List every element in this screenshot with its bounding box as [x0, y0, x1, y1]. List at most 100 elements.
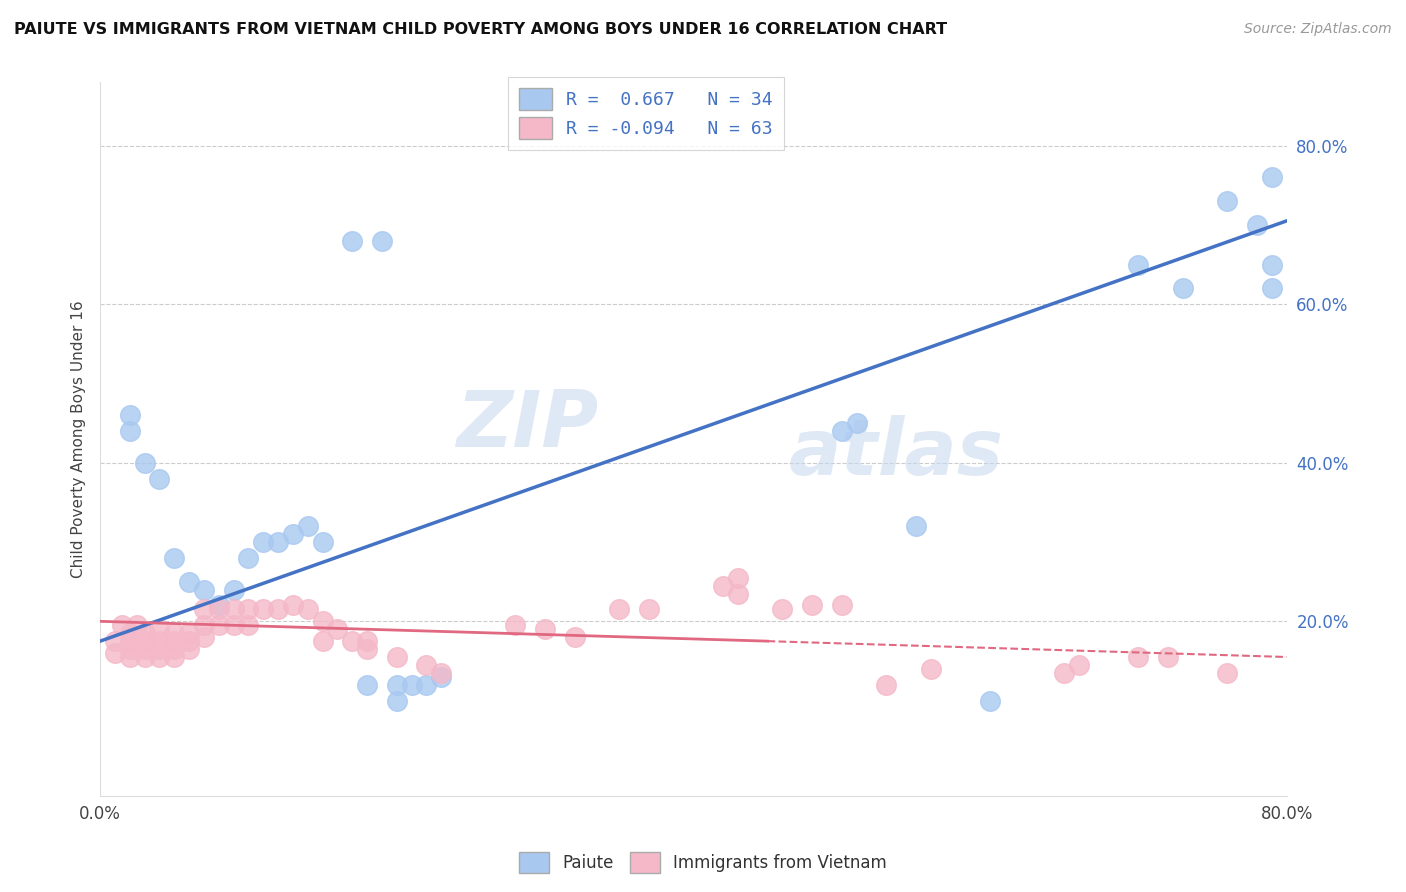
Point — [118, 424, 141, 438]
Point — [238, 618, 260, 632]
Point — [534, 622, 557, 636]
Point — [1261, 170, 1284, 185]
Text: PAIUTE VS IMMIGRANTS FROM VIETNAM CHILD POVERTY AMONG BOYS UNDER 16 CORRELATION : PAIUTE VS IMMIGRANTS FROM VIETNAM CHILD … — [14, 22, 948, 37]
Point — [163, 634, 186, 648]
Point — [163, 626, 186, 640]
Point — [297, 519, 319, 533]
Point — [222, 618, 245, 632]
Point — [979, 693, 1001, 707]
Point — [430, 670, 453, 684]
Point — [208, 602, 231, 616]
Point — [845, 416, 868, 430]
Point — [311, 535, 333, 549]
Point — [267, 602, 290, 616]
Point — [1053, 665, 1076, 680]
Point — [564, 630, 586, 644]
Point — [920, 662, 942, 676]
Point — [134, 642, 156, 657]
Point — [118, 626, 141, 640]
Point — [193, 602, 215, 616]
Point — [134, 456, 156, 470]
Point — [148, 634, 170, 648]
Point — [415, 657, 437, 672]
Point — [179, 634, 201, 648]
Point — [1128, 650, 1150, 665]
Point — [356, 634, 378, 648]
Point — [193, 582, 215, 597]
Point — [208, 599, 231, 613]
Point — [342, 234, 364, 248]
Point — [831, 424, 853, 438]
Point — [118, 408, 141, 422]
Point — [1171, 281, 1194, 295]
Point — [222, 582, 245, 597]
Point — [727, 586, 749, 600]
Point — [193, 630, 215, 644]
Point — [801, 599, 824, 613]
Point — [252, 602, 274, 616]
Point — [1246, 218, 1268, 232]
Point — [505, 618, 527, 632]
Point — [371, 234, 394, 248]
Point — [311, 634, 333, 648]
Point — [148, 650, 170, 665]
Point — [1261, 258, 1284, 272]
Point — [711, 579, 734, 593]
Point — [401, 678, 423, 692]
Point — [1128, 258, 1150, 272]
Point — [208, 618, 231, 632]
Point — [111, 618, 134, 632]
Point — [311, 615, 333, 629]
Text: ZIP: ZIP — [456, 386, 599, 463]
Legend: Paiute, Immigrants from Vietnam: Paiute, Immigrants from Vietnam — [512, 846, 894, 880]
Point — [1067, 657, 1090, 672]
Point — [356, 642, 378, 657]
Point — [342, 634, 364, 648]
Point — [607, 602, 630, 616]
Point — [281, 527, 304, 541]
Point — [238, 602, 260, 616]
Point — [1216, 665, 1239, 680]
Point — [118, 634, 141, 648]
Point — [163, 650, 186, 665]
Point — [430, 665, 453, 680]
Point — [385, 693, 408, 707]
Point — [770, 602, 793, 616]
Point — [104, 634, 127, 648]
Point — [134, 634, 156, 648]
Point — [638, 602, 661, 616]
Point — [118, 650, 141, 665]
Point — [904, 519, 927, 533]
Point — [222, 602, 245, 616]
Point — [875, 678, 897, 692]
Point — [238, 550, 260, 565]
Point — [326, 622, 349, 636]
Point — [831, 599, 853, 613]
Point — [179, 574, 201, 589]
Point — [104, 646, 127, 660]
Point — [727, 571, 749, 585]
Point — [297, 602, 319, 616]
Point — [148, 642, 170, 657]
Y-axis label: Child Poverty Among Boys Under 16: Child Poverty Among Boys Under 16 — [72, 300, 86, 578]
Text: atlas: atlas — [789, 415, 1004, 491]
Point — [415, 678, 437, 692]
Point — [118, 642, 141, 657]
Point — [163, 550, 186, 565]
Point — [385, 678, 408, 692]
Legend: R =  0.667   N = 34, R = -0.094   N = 63: R = 0.667 N = 34, R = -0.094 N = 63 — [509, 77, 783, 150]
Point — [356, 678, 378, 692]
Point — [252, 535, 274, 549]
Point — [163, 642, 186, 657]
Point — [1216, 194, 1239, 208]
Point — [134, 626, 156, 640]
Point — [127, 618, 149, 632]
Point — [179, 642, 201, 657]
Point — [1261, 281, 1284, 295]
Point — [267, 535, 290, 549]
Point — [1157, 650, 1180, 665]
Point — [134, 650, 156, 665]
Point — [148, 622, 170, 636]
Point — [281, 599, 304, 613]
Text: Source: ZipAtlas.com: Source: ZipAtlas.com — [1244, 22, 1392, 37]
